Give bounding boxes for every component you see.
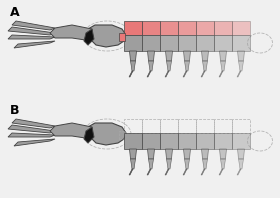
Polygon shape (88, 25, 126, 47)
Polygon shape (148, 51, 155, 61)
Polygon shape (214, 21, 232, 35)
Polygon shape (129, 51, 137, 61)
Polygon shape (147, 71, 151, 77)
Bar (214, 119, 232, 133)
Polygon shape (237, 71, 241, 77)
Polygon shape (221, 61, 225, 71)
Polygon shape (142, 21, 160, 35)
Polygon shape (202, 61, 207, 71)
Polygon shape (232, 21, 250, 35)
Polygon shape (165, 51, 172, 61)
Polygon shape (167, 159, 171, 169)
Bar (119, 131, 125, 139)
Polygon shape (129, 169, 133, 175)
Polygon shape (148, 61, 153, 71)
Polygon shape (183, 71, 187, 77)
Polygon shape (202, 149, 209, 159)
Polygon shape (196, 35, 214, 51)
Polygon shape (148, 159, 153, 169)
Polygon shape (130, 159, 136, 169)
Polygon shape (142, 35, 160, 51)
Polygon shape (196, 21, 214, 35)
Polygon shape (167, 61, 171, 71)
Polygon shape (178, 35, 196, 51)
Polygon shape (160, 21, 178, 35)
Polygon shape (178, 21, 196, 35)
Polygon shape (239, 159, 244, 169)
Polygon shape (165, 149, 172, 159)
Polygon shape (219, 71, 223, 77)
Polygon shape (14, 41, 55, 48)
Polygon shape (124, 35, 142, 51)
Polygon shape (130, 61, 136, 71)
Polygon shape (8, 35, 55, 39)
Text: A: A (10, 6, 20, 19)
Polygon shape (220, 51, 227, 61)
Polygon shape (8, 125, 55, 133)
Polygon shape (50, 123, 92, 139)
Polygon shape (12, 119, 55, 128)
Polygon shape (14, 139, 55, 146)
Bar (160, 119, 178, 133)
Polygon shape (142, 133, 160, 149)
Bar (124, 119, 142, 133)
Bar (232, 119, 250, 133)
Polygon shape (165, 71, 169, 77)
Polygon shape (237, 149, 244, 159)
Polygon shape (232, 133, 250, 149)
Bar (196, 119, 214, 133)
Polygon shape (196, 133, 214, 149)
Polygon shape (201, 71, 205, 77)
Polygon shape (214, 133, 232, 149)
Polygon shape (201, 169, 205, 175)
Polygon shape (84, 127, 94, 143)
Polygon shape (239, 61, 244, 71)
Polygon shape (88, 123, 126, 145)
Polygon shape (8, 27, 55, 35)
Polygon shape (202, 159, 207, 169)
Polygon shape (219, 169, 223, 175)
Polygon shape (202, 51, 209, 61)
Polygon shape (237, 169, 241, 175)
Polygon shape (8, 133, 55, 137)
Polygon shape (221, 159, 225, 169)
Polygon shape (178, 133, 196, 149)
Bar (142, 119, 160, 133)
Polygon shape (84, 29, 94, 45)
Polygon shape (183, 169, 187, 175)
Polygon shape (183, 51, 190, 61)
Polygon shape (237, 51, 244, 61)
Polygon shape (160, 133, 178, 149)
Polygon shape (124, 133, 142, 149)
Polygon shape (119, 33, 125, 41)
Polygon shape (232, 35, 250, 51)
Text: B: B (10, 104, 20, 117)
Bar (178, 119, 196, 133)
Polygon shape (50, 25, 92, 41)
Polygon shape (129, 149, 137, 159)
Polygon shape (148, 149, 155, 159)
Polygon shape (185, 61, 190, 71)
Polygon shape (183, 149, 190, 159)
Polygon shape (220, 149, 227, 159)
Polygon shape (129, 71, 133, 77)
Polygon shape (160, 35, 178, 51)
Polygon shape (12, 21, 55, 30)
Polygon shape (165, 169, 169, 175)
Polygon shape (124, 21, 142, 35)
Polygon shape (185, 159, 190, 169)
Polygon shape (147, 169, 151, 175)
Polygon shape (214, 35, 232, 51)
